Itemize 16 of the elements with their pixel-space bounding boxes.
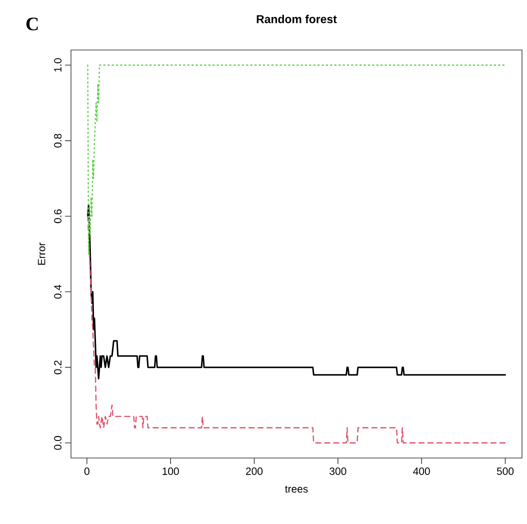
text: C xyxy=(26,18,38,30)
x-tick-label: 400 xyxy=(413,468,430,475)
x-axis-title: trees xyxy=(285,486,308,493)
chart-title: Random forest xyxy=(256,14,337,24)
x-tick-label: 300 xyxy=(330,468,346,475)
x-tick-label: 0 xyxy=(84,468,90,475)
y-axis-title: Error xyxy=(38,242,46,265)
x-tick-label: 100 xyxy=(162,468,179,475)
y-tick-label: 0.0 xyxy=(54,436,62,450)
x-tick-label: 500 xyxy=(496,468,514,475)
y-tick-label: 0.2 xyxy=(54,360,62,374)
y-tick-label: 0.8 xyxy=(54,134,62,148)
x-tick-label: 200 xyxy=(246,468,263,475)
y-tick-label: 0.6 xyxy=(54,209,62,224)
y-tick-label: 0.4 xyxy=(54,284,62,299)
y-tick-label: 1.0 xyxy=(54,58,62,72)
